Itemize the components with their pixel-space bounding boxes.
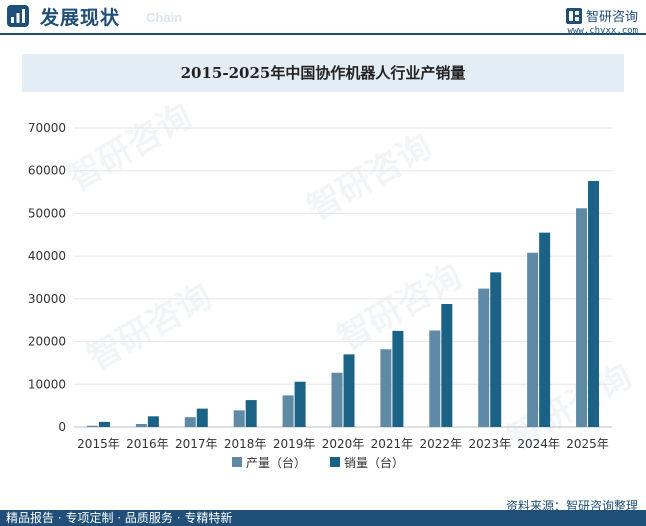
y-tick-label: 30000 <box>28 292 66 306</box>
y-tick-label: 60000 <box>28 164 66 178</box>
sales-bar <box>392 330 404 427</box>
production-bar <box>429 330 441 427</box>
x-tick-label: 2021年 <box>371 437 414 451</box>
y-tick-label: 50000 <box>28 206 66 220</box>
sales-bar <box>98 421 110 427</box>
production-bar <box>331 372 343 427</box>
sales-bar <box>245 400 257 427</box>
x-tick-label: 2015年 <box>77 437 120 451</box>
sales-bar <box>588 180 600 427</box>
x-tick-label: 2024年 <box>517 437 560 451</box>
x-tick-label: 2020年 <box>322 437 365 451</box>
x-tick-label: 2023年 <box>468 437 511 451</box>
chart-title: 2015-2025年中国协作机器人行业产销量 <box>180 64 466 82</box>
x-tick-label: 2017年 <box>175 437 218 451</box>
zhiyan-logo-icon <box>565 7 582 24</box>
sales-bar <box>539 232 551 427</box>
x-tick-label: 2016年 <box>126 437 169 451</box>
production-bar <box>527 252 539 427</box>
section-title: 发展现状 <box>40 7 121 29</box>
chart-title-box: 2015-2025年中国协作机器人行业产销量 <box>22 54 624 92</box>
production-bar <box>233 410 245 427</box>
brand-name: 智研咨询 <box>585 10 638 25</box>
source-note: 资料来源：智研咨询整理 <box>505 499 638 513</box>
legend-swatch <box>232 457 242 467</box>
x-tick-label: 2022年 <box>420 437 463 451</box>
production-bar <box>135 424 147 427</box>
legend-swatch <box>330 457 340 467</box>
sales-bar <box>490 272 502 427</box>
legend-label: 产量（台） <box>246 455 306 470</box>
y-tick-label: 0 <box>58 420 66 434</box>
production-bar <box>86 425 98 427</box>
production-bar <box>380 349 392 427</box>
chart-badge-icon <box>7 5 29 27</box>
brand-url: www.chyxx.com <box>567 26 638 36</box>
section-subtitle: Chain <box>146 10 183 25</box>
production-bar <box>282 395 294 427</box>
sales-bar <box>343 354 355 427</box>
y-tick-label: 70000 <box>28 121 66 135</box>
x-tick-label: 2019年 <box>273 437 316 451</box>
y-tick-label: 20000 <box>28 335 66 349</box>
sales-bar <box>196 408 208 427</box>
production-bar <box>184 417 196 427</box>
x-tick-label: 2018年 <box>224 437 267 451</box>
legend-label: 销量（台） <box>344 455 404 470</box>
footer-bar: 精品报告 · 专项定制 · 品质服务 · 专精特新 <box>0 510 646 526</box>
footer-slogan: 精品报告 · 专项定制 · 品质服务 · 专精特新 <box>6 511 233 525</box>
sales-bar <box>294 381 306 427</box>
sales-bar <box>147 416 159 427</box>
x-tick-label: 2025年 <box>566 437 609 451</box>
sales-bar <box>441 303 453 427</box>
y-tick-label: 10000 <box>28 377 66 391</box>
footer: 资料来源：智研咨询整理 精品报告 · 专项定制 · 品质服务 · 专精特新 <box>0 493 646 526</box>
y-tick-label: 40000 <box>28 249 66 263</box>
brand: 智研咨询 www.chyxx.com <box>565 5 638 36</box>
production-bar <box>576 208 588 427</box>
header: 发展现状 Chain 智研咨询 www.chyxx.com <box>0 0 646 40</box>
bar-chart: 0 10000 20000 30000 40000 50000 60000 70000 2015… <box>28 121 612 470</box>
production-bar <box>478 288 490 427</box>
header-divider <box>0 33 646 35</box>
